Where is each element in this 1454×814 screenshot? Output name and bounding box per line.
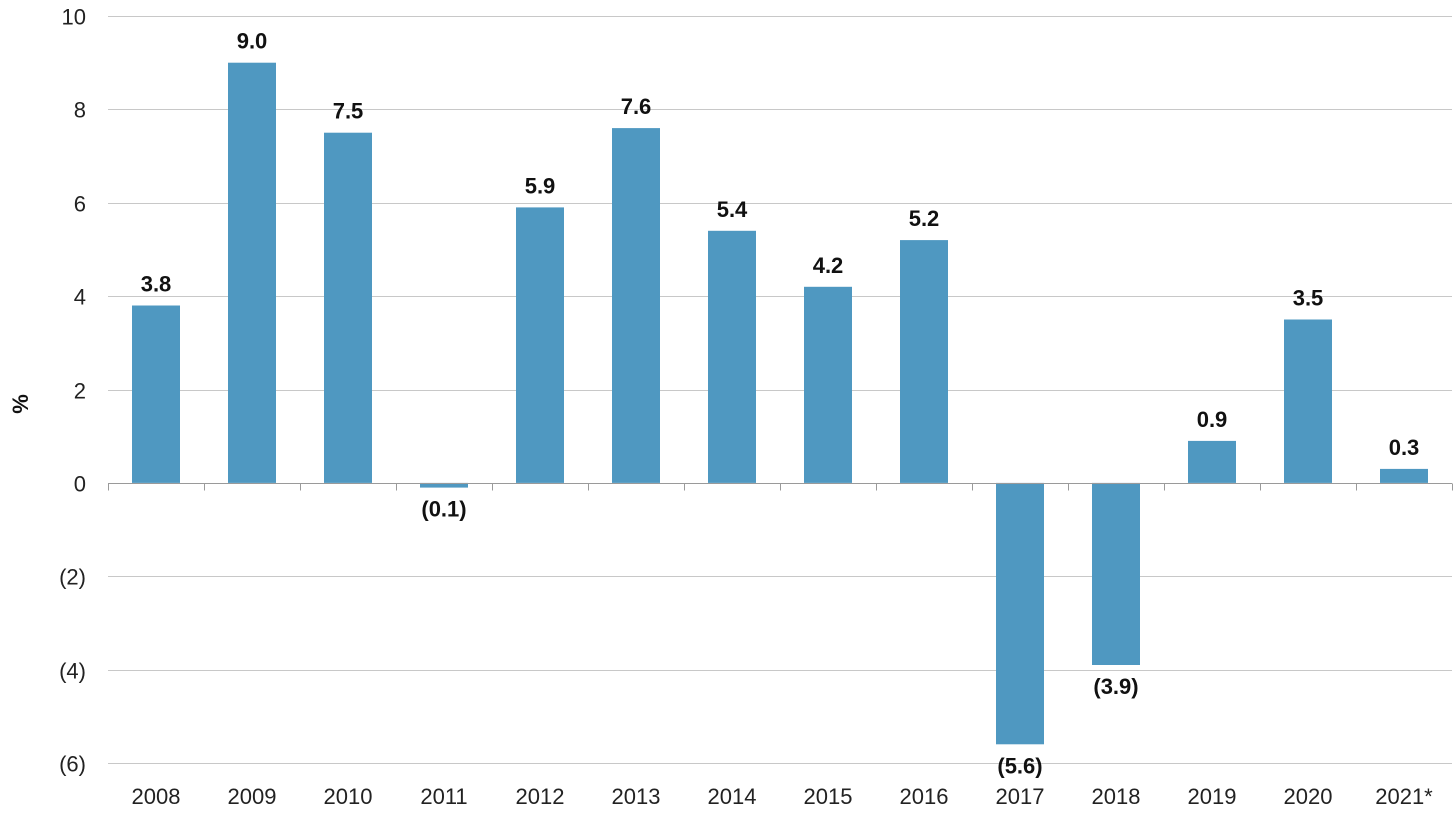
bar xyxy=(1380,468,1428,483)
bar xyxy=(324,132,372,483)
bar xyxy=(132,305,180,483)
x-tick-label: 2020 xyxy=(1284,784,1333,809)
bars xyxy=(132,62,1428,745)
bar xyxy=(228,62,276,483)
y-tick-label: (4) xyxy=(59,659,86,684)
y-tick-label: (2) xyxy=(59,565,86,590)
bar xyxy=(1188,440,1236,483)
bar xyxy=(1092,482,1140,665)
x-tick-label: 2010 xyxy=(324,784,373,809)
x-tick-label: 2016 xyxy=(900,784,949,809)
data-label: 9.0 xyxy=(237,29,268,54)
data-label: 0.9 xyxy=(1197,407,1228,432)
x-tick-label: 2012 xyxy=(516,784,565,809)
x-tick-label: 2009 xyxy=(228,784,277,809)
bar xyxy=(612,128,660,483)
data-label: (5.6) xyxy=(997,753,1042,778)
data-label: 0.3 xyxy=(1389,435,1420,460)
data-label: 3.8 xyxy=(141,272,172,297)
x-tick-label: 2008 xyxy=(132,784,181,809)
data-label: 5.2 xyxy=(909,206,940,231)
x-tick-label: 2019 xyxy=(1188,784,1237,809)
y-tick-label: 8 xyxy=(74,98,86,123)
y-tick-label: 6 xyxy=(74,192,86,217)
y-tick-label: 10 xyxy=(62,5,86,30)
bar xyxy=(996,482,1044,745)
x-tick-label: 2014 xyxy=(708,784,757,809)
data-label: 5.4 xyxy=(717,197,748,222)
data-label: (0.1) xyxy=(421,497,466,522)
x-tick-label: 2017 xyxy=(996,784,1045,809)
x-tick-label: 2021* xyxy=(1375,784,1433,809)
gridlines xyxy=(108,16,1452,764)
data-label: 7.5 xyxy=(333,99,364,124)
x-tick-label: 2013 xyxy=(612,784,661,809)
bar xyxy=(420,482,468,488)
y-tick-label: 0 xyxy=(74,472,86,497)
data-label: 5.9 xyxy=(525,173,556,198)
data-label: 7.6 xyxy=(621,94,652,119)
bar xyxy=(1284,319,1332,483)
bar xyxy=(516,207,564,483)
x-tick-label: 2015 xyxy=(804,784,853,809)
data-label: 4.2 xyxy=(813,253,844,278)
axes: 10 8 6 4 2 0 (2) (4) (6) 2008 2009 2010 2011 2012 2013… xyxy=(59,5,1453,809)
y-tick-label: 2 xyxy=(74,379,86,404)
bar xyxy=(900,240,948,483)
y-tick-label: (6) xyxy=(59,752,86,777)
bar xyxy=(804,286,852,483)
data-label: (3.9) xyxy=(1093,674,1138,699)
y-axis-title: % xyxy=(8,394,33,414)
data-labels: 3.8 9.0 7.5 (0.1) 5.9 7.6 5.4 4.2 5.2 (5.6) (3.9) 0… xyxy=(141,29,1420,779)
x-tick-label: 2011 xyxy=(420,784,467,809)
data-label: 3.5 xyxy=(1293,286,1324,311)
x-tick-label: 2018 xyxy=(1092,784,1141,809)
y-tick-label: 4 xyxy=(74,285,86,310)
bar xyxy=(708,230,756,483)
